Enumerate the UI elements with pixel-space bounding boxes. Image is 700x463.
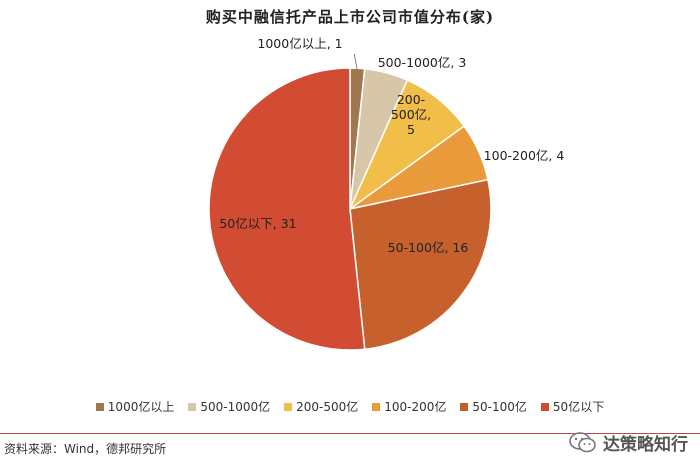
source-note: 资料来源：Wind，德邦研究所 [4, 442, 167, 456]
pie-slice-50-100 [349, 178, 492, 351]
footer-divider [0, 433, 700, 434]
legend-item-under50: 50亿以下 [540, 398, 605, 415]
leader-line-1000plus [353, 53, 358, 71]
legend-label-50-100: 50-100亿 [472, 400, 527, 414]
legend-swatch-under50 [540, 402, 549, 411]
slice-label-1000plus: 1000亿以上, 1 [257, 36, 342, 51]
legend-label-100-200: 100-200亿 [384, 400, 447, 414]
legend-swatch-1000plus [95, 402, 104, 411]
legend-item-100-200: 100-200亿 [372, 398, 446, 415]
legend-swatch-200-500 [284, 402, 293, 411]
legend-label-1000plus: 1000亿以上 [107, 400, 175, 414]
slice-label-200-500: 200-500亿, 5 [391, 92, 431, 137]
legend-label-500-1000: 500-1000亿 [200, 400, 271, 414]
legend-item-50-100: 50-100亿 [460, 398, 527, 415]
slice-label-100-200: 100-200亿, 4 [484, 148, 565, 163]
legend-swatch-50-100 [460, 402, 469, 411]
chart-title: 购买中融信托产品上市公司市值分布(家) [205, 8, 495, 26]
legend-item-200-500: 200-500亿 [284, 398, 358, 415]
legend-label-under50: 50亿以下 [552, 400, 605, 414]
pie-slice-under50 [208, 67, 366, 351]
slice-label-50-100: 50-100亿, 16 [388, 240, 469, 255]
chart-legend: 1000亿以上 500-1000亿 200-500亿 100-200亿 50-1… [0, 398, 700, 415]
legend-item-1000plus: 1000亿以上 [95, 398, 175, 415]
pie-chart: 1000亿以上, 1 500-1000亿, 3 200-500亿, 5 100-200亿… [208, 36, 565, 351]
legend-item-500-1000: 500-1000亿 [188, 398, 270, 415]
watermark-text: 达策略知行 [603, 435, 688, 455]
wechat-icon [569, 431, 596, 452]
slice-label-under50: 50亿以下, 31 [219, 216, 296, 231]
legend-swatch-100-200 [372, 402, 381, 411]
legend-label-200-500: 200-500亿 [296, 400, 359, 414]
legend-swatch-500-1000 [188, 402, 197, 411]
slice-label-500-1000: 500-1000亿, 3 [378, 55, 467, 70]
watermark: 达策略知行 [569, 430, 688, 455]
